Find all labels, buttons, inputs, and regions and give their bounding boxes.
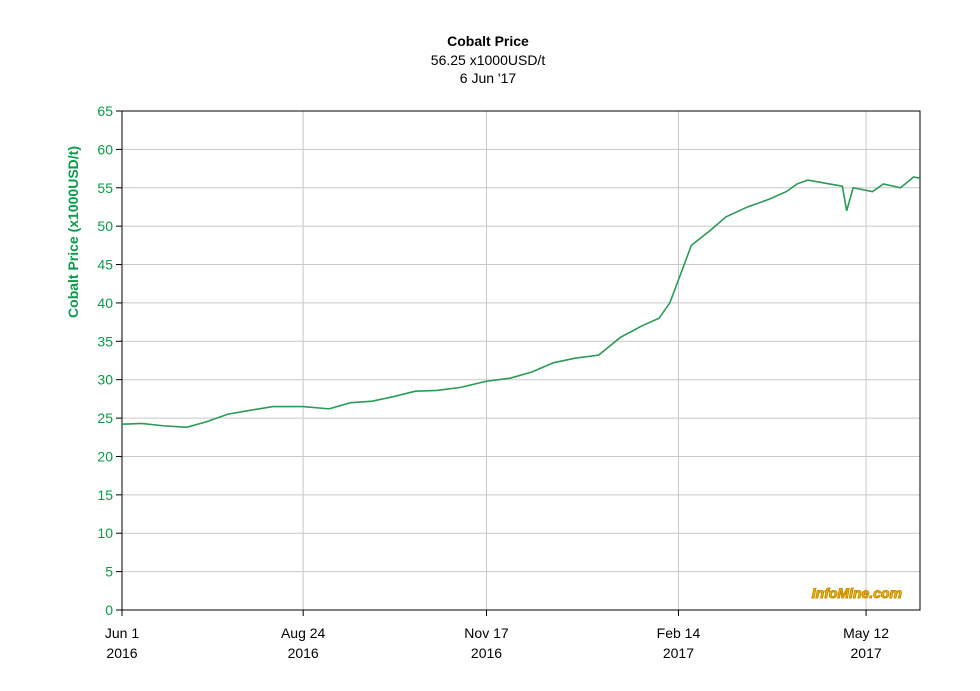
y-tick-label: 15 — [97, 487, 113, 503]
x-tick-label: Feb 14 — [657, 625, 701, 641]
y-tick-label: 25 — [97, 410, 113, 426]
chart-subtitle: 56.25 x1000USD/t — [431, 52, 546, 68]
x-tick-label: 2017 — [851, 645, 882, 661]
y-tick-label: 65 — [97, 103, 113, 119]
y-tick-label: 35 — [97, 333, 113, 349]
x-tick-label: 2016 — [106, 645, 137, 661]
y-tick-label: 55 — [97, 180, 113, 196]
plot-frame — [121, 110, 921, 611]
y-tick-label: 60 — [97, 141, 113, 157]
y-tick-label: 30 — [97, 372, 113, 388]
y-tick-label: 0 — [105, 602, 113, 618]
price-line — [121, 176, 921, 429]
y-tick-label: 10 — [97, 525, 113, 541]
x-tick-label: 2016 — [288, 645, 319, 661]
y-tick-label: 5 — [105, 564, 113, 580]
x-tick-label: Nov 17 — [464, 625, 509, 641]
x-tick-label: May 12 — [843, 625, 889, 641]
y-tick-label: 40 — [97, 295, 113, 311]
chart-title: Cobalt Price — [447, 33, 529, 49]
watermark: InfoMine.com — [812, 585, 902, 601]
y-axis-title: Cobalt Price (x1000USD/t) — [65, 146, 81, 318]
x-tick-label: 2016 — [471, 645, 502, 661]
y-tick-label: 45 — [97, 257, 113, 273]
x-tick-label: Jun 1 — [105, 625, 139, 641]
y-tick-label: 50 — [97, 218, 113, 234]
x-tick-label: 2017 — [663, 645, 694, 661]
x-tick-label: Aug 24 — [281, 625, 326, 641]
y-tick-label: 20 — [97, 448, 113, 464]
chart-subtitle: 6 Jun '17 — [460, 70, 517, 86]
